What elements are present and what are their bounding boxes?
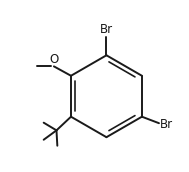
Text: Br: Br [100,23,113,36]
Text: O: O [49,53,59,66]
Text: Br: Br [160,118,173,131]
